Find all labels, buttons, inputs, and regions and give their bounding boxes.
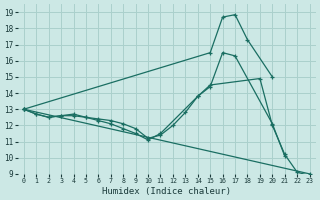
X-axis label: Humidex (Indice chaleur): Humidex (Indice chaleur) xyxy=(102,187,231,196)
